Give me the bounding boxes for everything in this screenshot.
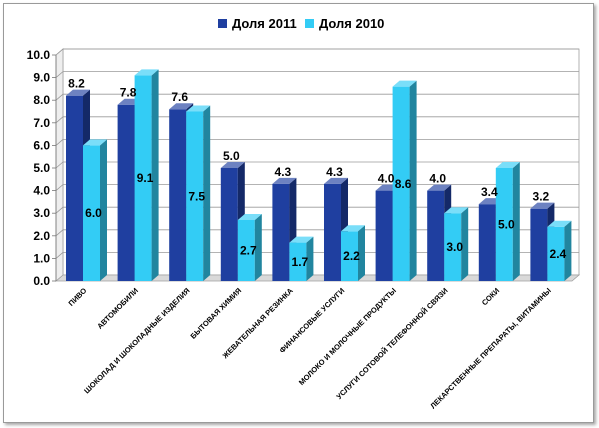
data-label: 7.5 [188,189,205,203]
bar-front [66,95,83,282]
bar-side [203,105,211,281]
data-label: 2.2 [343,249,360,263]
bar-front [134,75,152,281]
chart-frame: 0.0 1.0 2.0 3.0 4.0 5.0 6.0 7.0 8.0 9.0 10.0 ПИВО АВ… [3,3,594,423]
bar-front [341,231,358,281]
bar-chart: 0.0 1.0 2.0 3.0 4.0 5.0 6.0 7.0 8.0 9.0 10.0 ПИВО АВ… [27,16,581,410]
bar-top [134,69,159,76]
bar-top [495,162,520,168]
y-tick-label: 0.0 [33,274,50,288]
legend-swatch [305,19,314,28]
bar-top [289,236,314,243]
y-tick-label: 2.0 [33,229,50,243]
bars-layer [66,69,572,282]
bar-top [547,220,572,227]
y-tick-label: 8.0 [33,93,50,107]
bar-front [478,204,496,281]
bar-side [306,236,314,281]
data-label: 4.0 [429,172,446,186]
bar-side [100,139,107,281]
bar-side [151,69,159,281]
legend-label: Доля 2010 [319,16,384,31]
bar-side [358,225,365,281]
x-tick-label: ПИВО [67,286,89,308]
data-label: 4.3 [275,165,292,179]
data-label: 2.4 [550,247,567,261]
bar-top [66,89,90,96]
x-tick-label: ЛЕКАРСТВЕННЫЕ ПРЕПАРАТЫ, ВИТАМИНЫ [428,286,552,410]
bar-side [254,213,262,281]
data-label: 3.4 [481,185,498,199]
bar-top [237,213,262,220]
bar-front [444,213,462,281]
bar-front [237,219,255,281]
bar-top [220,162,245,168]
y-tick-label: 7.0 [33,116,50,130]
data-label: 1.7 [292,255,309,269]
x-tick-label: АВТОМОБИЛИ [95,286,140,331]
bar-top [530,202,555,209]
x-tick-label: ШОКОЛАД И ШОКОЛАДНЫЕ ИЗДЕЛИЯ [82,286,191,395]
bar-front [169,109,187,282]
data-label: 6.0 [85,206,102,220]
data-label: 8.6 [395,177,412,191]
bar-front [547,226,565,281]
bar-front [392,86,410,281]
data-label: 7.6 [171,90,188,104]
bar-front [427,190,445,281]
bar-front [375,190,393,281]
x-tick-label: БЫТОВАЯ ХИМИЯ [189,286,244,341]
bar-front [83,145,100,281]
legend-label: Доля 2011 [232,16,297,31]
y-tick-label: 3.0 [33,206,50,220]
bar-front [186,111,204,281]
y-tick-label: 5.0 [33,161,50,175]
y-tick-label: 4.0 [33,184,50,198]
x-tick-label: УСЛУГИ СОТОВОЙ ТЕЛЕФОННОЙ СВЯЗИ [335,286,450,401]
data-label: 3.2 [533,190,550,204]
bar-front [220,168,238,281]
bar-top [272,177,297,184]
bar-front [324,183,341,281]
bar-top [324,177,348,184]
data-label: 2.7 [240,243,257,257]
data-label: 4.0 [378,172,395,186]
bar-side [461,207,469,281]
bar-front [530,208,548,281]
y-tick-label: 10.0 [27,48,51,62]
y-tick-label: 1.0 [33,251,50,265]
bar-front [495,168,513,281]
data-label: 5.0 [498,218,515,232]
bar-side [512,162,520,281]
data-label: 4.3 [326,165,343,179]
bar-side [409,80,417,281]
legend-swatch [218,19,227,28]
bar-side [564,220,572,281]
bar-top [444,207,469,214]
x-tick-label: СОКИ [480,286,501,307]
bar-top [169,103,194,110]
data-label: 7.8 [120,86,137,100]
x-tick-label: МОЛОКО И МОЛОЧНЫЕ ПРОДУКТЫ [297,286,398,387]
bar-front [117,104,135,281]
data-label: 8.2 [68,77,85,91]
bar-top [186,105,211,112]
data-label: 3.0 [446,240,463,254]
y-tick-label: 9.0 [33,71,50,85]
y-tick-label: 6.0 [33,138,50,152]
bar-top [427,184,452,191]
bar-front [289,242,307,281]
gridline [55,71,579,78]
bar-top [83,139,107,146]
legend: Доля 2011 Доля 2010 [218,16,384,31]
bar-top [392,80,417,87]
labels-layer: 8.26.07.89.17.67.55.02.74.31.74.32.24.0 8… [68,77,566,269]
bar-front [272,183,290,281]
data-label: 9.1 [137,171,154,185]
bar-top [341,225,365,232]
data-label: 5.0 [223,149,240,163]
gridline [55,48,579,56]
